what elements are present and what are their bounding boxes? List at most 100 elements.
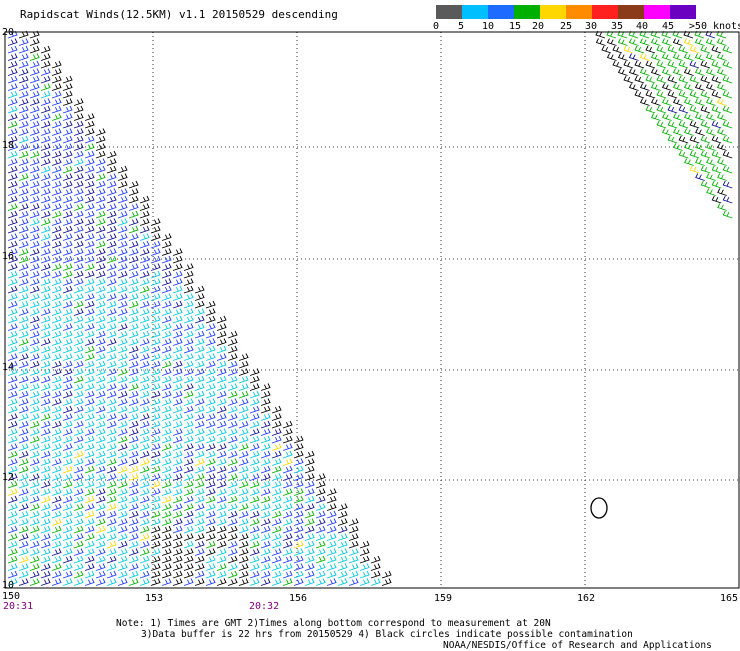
wind-barb bbox=[117, 428, 128, 436]
wind-barb bbox=[7, 135, 18, 144]
wind-barb bbox=[73, 443, 84, 451]
wind-barb bbox=[139, 443, 150, 451]
wind-barb bbox=[40, 120, 51, 129]
wind-barb bbox=[700, 45, 711, 54]
wind-barb bbox=[348, 570, 359, 579]
wind-barb bbox=[722, 165, 733, 174]
wind-barb bbox=[634, 60, 645, 69]
wind-barb bbox=[51, 173, 62, 181]
wind-barb bbox=[271, 533, 282, 541]
wind-barb bbox=[271, 570, 282, 579]
wind-barb bbox=[106, 390, 117, 399]
wind-barb bbox=[128, 345, 139, 354]
wind-barb bbox=[205, 488, 216, 496]
wind-barb bbox=[700, 150, 711, 159]
wind-barb bbox=[216, 315, 227, 324]
wind-barb bbox=[238, 525, 249, 534]
wind-barb bbox=[40, 248, 51, 256]
wind-barb bbox=[304, 503, 315, 511]
wind-barb bbox=[73, 390, 84, 399]
wind-barb bbox=[260, 540, 271, 549]
wind-barb bbox=[128, 555, 139, 564]
wind-barb bbox=[172, 420, 183, 429]
wind-barb bbox=[238, 548, 249, 556]
wind-barb bbox=[249, 428, 260, 436]
wind-barb bbox=[150, 480, 161, 489]
wind-barb bbox=[95, 263, 106, 271]
wind-barb bbox=[183, 330, 194, 339]
wind-barb bbox=[183, 563, 194, 571]
wind-barb bbox=[216, 443, 227, 451]
wind-barb bbox=[216, 353, 227, 361]
wind-barb bbox=[227, 578, 238, 586]
wind-barb bbox=[51, 443, 62, 451]
wind-barb bbox=[694, 38, 705, 46]
wind-barb bbox=[150, 285, 161, 294]
wind-barb bbox=[282, 495, 293, 504]
wind-barb bbox=[326, 540, 337, 549]
wind-barb bbox=[106, 203, 117, 211]
wind-barb bbox=[106, 510, 117, 519]
wind-barb bbox=[139, 548, 150, 556]
wind-barb bbox=[194, 458, 205, 466]
wind-barb bbox=[205, 308, 216, 316]
wind-barb bbox=[249, 390, 260, 399]
wind-barb bbox=[29, 420, 40, 429]
wind-barb bbox=[139, 330, 150, 339]
wind-barb bbox=[667, 45, 678, 54]
wind-barb bbox=[7, 578, 18, 586]
wind-barb bbox=[7, 390, 18, 399]
wind-barb bbox=[150, 225, 161, 234]
wind-barb bbox=[216, 323, 227, 331]
wind-barb bbox=[172, 270, 183, 279]
wind-barb bbox=[95, 195, 106, 204]
wind-barb bbox=[40, 563, 51, 571]
wind-barb bbox=[183, 525, 194, 534]
wind-barb bbox=[73, 143, 84, 151]
wind-barb bbox=[62, 128, 73, 136]
wind-barb bbox=[282, 578, 293, 586]
wind-barb bbox=[84, 458, 95, 466]
wind-barb bbox=[29, 218, 40, 226]
wind-barb bbox=[106, 323, 117, 331]
wind-barb bbox=[40, 173, 51, 181]
wind-barb bbox=[205, 533, 216, 541]
wind-barb bbox=[62, 225, 73, 234]
wind-barb bbox=[205, 495, 216, 504]
wind-barb bbox=[73, 98, 84, 106]
wind-barb bbox=[183, 360, 194, 369]
wind-barb bbox=[62, 75, 73, 84]
wind-barb bbox=[51, 90, 62, 99]
wind-barb bbox=[271, 540, 282, 549]
wind-barb bbox=[18, 398, 29, 406]
wind-barb bbox=[106, 405, 117, 414]
wind-barb bbox=[139, 480, 150, 489]
wind-barb bbox=[139, 398, 150, 406]
wind-barb bbox=[51, 488, 62, 496]
wind-barb bbox=[40, 300, 51, 309]
wind-barb bbox=[271, 510, 282, 519]
wind-barb bbox=[40, 465, 51, 474]
wind-barb bbox=[84, 330, 95, 339]
wind-barb bbox=[249, 405, 260, 414]
wind-barb bbox=[7, 75, 18, 84]
wind-barb bbox=[326, 510, 337, 519]
wind-barb bbox=[717, 158, 727, 166]
colorbar-segment bbox=[436, 5, 462, 19]
wind-barb bbox=[678, 135, 689, 144]
wind-barb bbox=[84, 488, 95, 496]
wind-barb bbox=[106, 435, 117, 444]
wind-barb bbox=[117, 465, 128, 474]
wind-barb bbox=[194, 443, 205, 451]
wind-barb bbox=[84, 195, 95, 204]
wind-barb bbox=[62, 488, 73, 496]
wind-barb bbox=[139, 570, 150, 579]
wind-barb bbox=[62, 540, 73, 549]
wind-barb bbox=[304, 570, 315, 579]
wind-barb bbox=[172, 345, 183, 354]
wind-barb bbox=[29, 495, 40, 504]
wind-barb bbox=[51, 360, 62, 369]
wind-barb bbox=[661, 38, 672, 46]
wind-barb bbox=[128, 563, 139, 571]
wind-barb bbox=[62, 360, 73, 369]
